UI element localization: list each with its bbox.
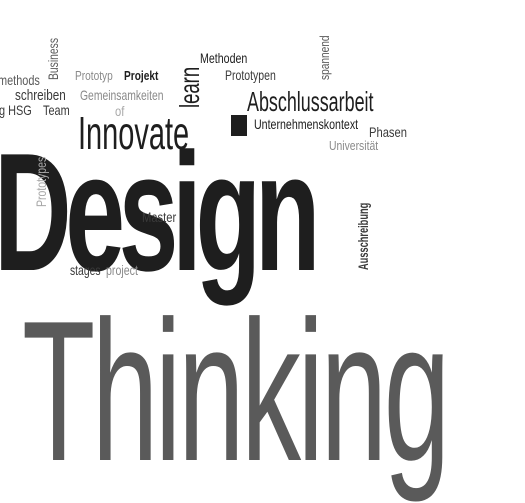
word-project: project: [106, 262, 138, 278]
word-universitaet: Universität: [329, 138, 379, 153]
word-methoden: Methoden: [200, 50, 248, 66]
word-ausschreibung: Ausschreibung: [355, 202, 371, 270]
word-gemeinsamkeiten: Gemeinsamkeiten: [80, 87, 164, 103]
word-of: of: [115, 103, 125, 119]
word-stages: stages: [70, 262, 101, 278]
word-schreiben: schreiben: [15, 87, 66, 104]
word-team: Team: [43, 102, 70, 118]
word-thinking: Thinking: [22, 280, 450, 503]
word-prototypen: Prototypen: [225, 67, 276, 83]
word-prototypes: Prototypes: [33, 156, 49, 207]
word-spannend: spannend: [317, 35, 332, 80]
word-design: Design: [0, 118, 320, 306]
word-prototyp: Prototyp: [75, 68, 113, 83]
word-abschlussarbeit: Abschlussarbeit: [247, 86, 374, 117]
word-hsg: g HSG: [0, 102, 32, 118]
black-square: [231, 115, 247, 136]
word-business: Business: [45, 37, 61, 80]
word-innovate: Innovate: [78, 107, 190, 159]
word-unternehmenskontext: Unternehmenskontext: [254, 116, 359, 132]
word-projekt: Projekt: [124, 68, 159, 83]
word-phasen: Phasen: [369, 124, 407, 140]
word-methods: methods: [0, 72, 40, 88]
word-master: Master: [142, 209, 177, 225]
word-learn: learn: [174, 66, 205, 108]
